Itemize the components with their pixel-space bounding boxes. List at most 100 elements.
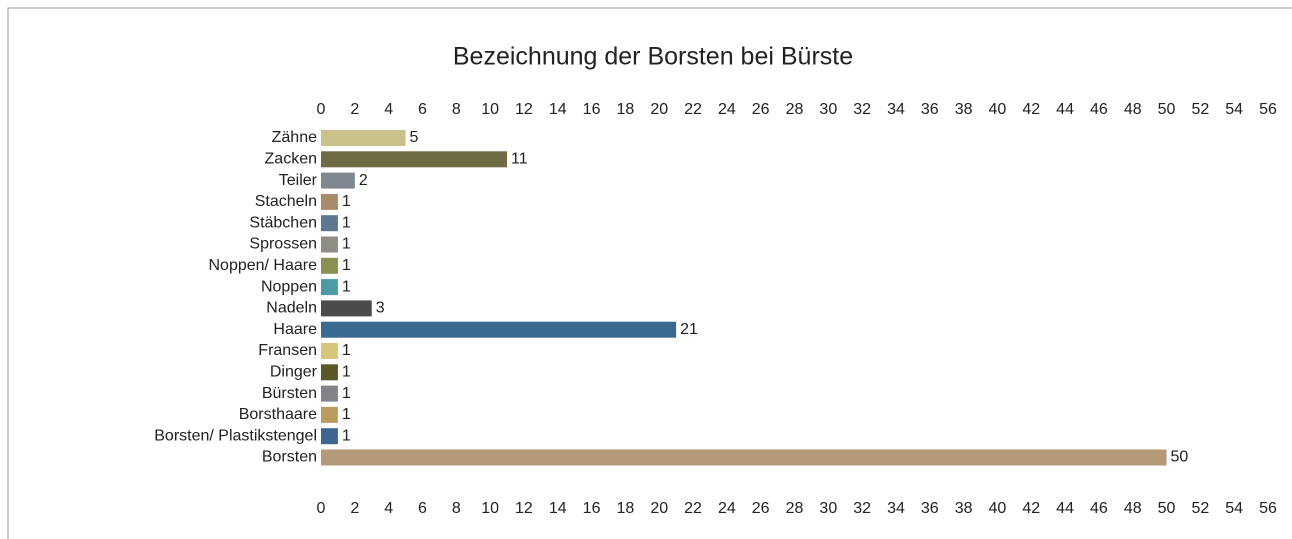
- value-label: 50: [1171, 449, 1189, 466]
- x-tick-label-bottom: 20: [650, 500, 668, 517]
- x-tick-label-bottom: 54: [1225, 500, 1243, 517]
- x-tick-label-bottom: 24: [718, 500, 736, 517]
- x-tick-label-top: 36: [921, 101, 939, 118]
- x-tick-label-top: 2: [350, 101, 359, 118]
- y-tick-label: Nadeln: [266, 300, 317, 317]
- x-tick-label-bottom: 4: [384, 500, 393, 517]
- x-tick-label-top: 28: [786, 101, 804, 118]
- bar: [321, 193, 338, 210]
- x-tick-label-top: 30: [819, 101, 837, 118]
- x-tick-label-bottom: 40: [989, 500, 1007, 517]
- value-label: 1: [342, 427, 351, 444]
- x-tick-label-bottom: 14: [549, 500, 567, 517]
- x-tick-label-top: 26: [752, 101, 770, 118]
- x-tick-label-bottom: 16: [583, 500, 601, 517]
- x-tick-label-bottom: 56: [1259, 500, 1277, 517]
- x-tick-label-top: 38: [955, 101, 973, 118]
- x-tick-label-bottom: 6: [418, 500, 427, 517]
- x-tick-label-top: 6: [418, 101, 427, 118]
- bar: [321, 172, 355, 189]
- value-label: 2: [359, 172, 368, 189]
- bar: [321, 321, 677, 338]
- y-tick-label: Bürsten: [262, 385, 317, 402]
- x-tick-label-top: 10: [481, 101, 499, 118]
- value-label: 1: [342, 278, 351, 295]
- x-tick-label-bottom: 52: [1191, 500, 1209, 517]
- x-tick-label-top: 48: [1124, 101, 1142, 118]
- x-tick-label-bottom: 50: [1158, 500, 1176, 517]
- value-label: 1: [342, 364, 351, 381]
- x-tick-label-bottom: 34: [887, 500, 905, 517]
- y-tick-label: Fransen: [258, 342, 317, 359]
- x-tick-label-top: 54: [1225, 101, 1243, 118]
- x-tick-label-top: 52: [1191, 101, 1209, 118]
- value-label: 1: [342, 385, 351, 402]
- bar: [321, 279, 338, 296]
- y-tick-label: Dinger: [270, 364, 318, 381]
- x-tick-label-bottom: 48: [1124, 500, 1142, 517]
- x-tick-label-top: 56: [1259, 101, 1277, 118]
- y-tick-label: Teiler: [279, 172, 318, 189]
- bar: [321, 151, 508, 168]
- x-tick-label-top: 44: [1056, 101, 1074, 118]
- x-tick-label-top: 14: [549, 101, 567, 118]
- x-tick-label-bottom: 28: [786, 500, 804, 517]
- x-tick-label-top: 40: [989, 101, 1007, 118]
- x-tick-label-bottom: 46: [1090, 500, 1108, 517]
- x-tick-label-bottom: 30: [819, 500, 837, 517]
- value-label: 1: [342, 406, 351, 423]
- x-tick-label-top: 50: [1158, 101, 1176, 118]
- y-tick-label: Stäbchen: [249, 214, 317, 231]
- x-tick-label-top: 4: [384, 101, 393, 118]
- y-tick-label: Noppen: [261, 278, 317, 295]
- chart-title: Bezeichnung der Borsten bei Bürste: [453, 43, 853, 71]
- x-tick-label-bottom: 38: [955, 500, 973, 517]
- bar: [321, 385, 338, 402]
- x-tick-label-top: 16: [583, 101, 601, 118]
- y-tick-label: Zacken: [265, 151, 317, 168]
- x-tick-label-top: 46: [1090, 101, 1108, 118]
- x-tick-label-bottom: 2: [350, 500, 359, 517]
- y-tick-label: Borsten/ Plastikstengel: [154, 427, 317, 444]
- y-tick-label: Sprossen: [249, 236, 317, 253]
- x-tick-label-bottom: 44: [1056, 500, 1074, 517]
- x-tick-label-bottom: 22: [684, 500, 702, 517]
- x-tick-label-bottom: 12: [515, 500, 533, 517]
- x-tick-label-bottom: 42: [1022, 500, 1040, 517]
- x-tick-label-top: 20: [650, 101, 668, 118]
- x-tick-label-top: 22: [684, 101, 702, 118]
- bar: [321, 428, 338, 445]
- value-label: 1: [342, 214, 351, 231]
- x-tick-label-bottom: 8: [452, 500, 461, 517]
- y-tick-label: Stacheln: [255, 193, 317, 210]
- bar: [321, 364, 338, 381]
- bar: [321, 236, 338, 253]
- x-tick-label-bottom: 26: [752, 500, 770, 517]
- value-label: 21: [680, 321, 698, 338]
- x-tick-label-bottom: 32: [853, 500, 871, 517]
- value-label: 3: [376, 300, 385, 317]
- y-tick-label: Noppen/ Haare: [208, 257, 317, 274]
- x-tick-label-bottom: 10: [481, 500, 499, 517]
- bar: [321, 257, 338, 274]
- y-tick-label: Zähne: [272, 129, 317, 146]
- x-tick-label-bottom: 0: [317, 500, 326, 517]
- x-tick-label-top: 42: [1022, 101, 1040, 118]
- y-tick-label: Haare: [273, 321, 317, 338]
- y-tick-label: Borsthaare: [239, 406, 317, 423]
- bar: [321, 300, 372, 317]
- x-tick-label-bottom: 18: [616, 500, 634, 517]
- bar: [321, 130, 406, 146]
- value-label: 1: [342, 236, 351, 253]
- frame: [7, 7, 1292, 539]
- x-tick-label-top: 24: [718, 101, 736, 118]
- value-label: 5: [410, 129, 419, 146]
- x-tick-label-top: 8: [452, 101, 461, 118]
- x-tick-label-top: 32: [853, 101, 871, 118]
- bar: [321, 215, 338, 232]
- x-tick-label-top: 12: [515, 101, 533, 118]
- bar: [321, 449, 1167, 466]
- y-tick-label: Borsten: [262, 449, 317, 466]
- x-tick-label-top: 0: [317, 101, 326, 118]
